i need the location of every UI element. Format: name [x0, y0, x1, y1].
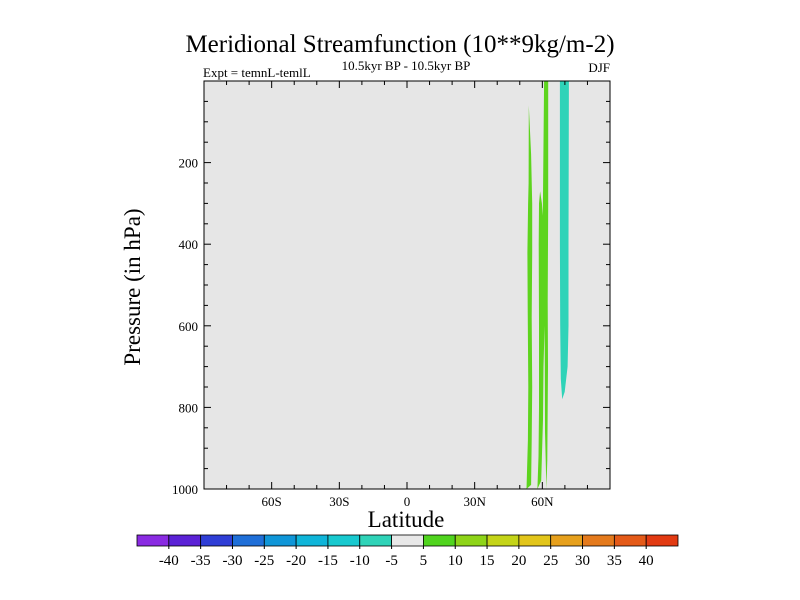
colorbar-swatch	[136, 534, 170, 547]
colorbar-label: -40	[159, 553, 179, 569]
colorbar-label: 40	[639, 553, 654, 569]
x-tick-label: 0	[404, 494, 411, 509]
colorbar-swatch	[391, 534, 424, 547]
colorbar-label: 35	[607, 553, 622, 569]
x-tick-label: 60N	[531, 494, 554, 509]
contour-regions	[526, 81, 569, 489]
colorbar-label: -30	[222, 553, 242, 569]
colorbar-label: -35	[191, 553, 211, 569]
colorbar-swatch	[327, 534, 361, 547]
colorbar-label: -25	[254, 553, 274, 569]
colorbar-swatch	[232, 534, 265, 547]
positive-band-2	[537, 81, 549, 489]
colorbar-label: 20	[511, 553, 526, 569]
colorbar-swatch	[645, 534, 679, 547]
colorbar-swatch	[613, 534, 647, 547]
season-label: DJF	[588, 60, 610, 75]
x-tick-label: 60S	[262, 494, 282, 509]
y-tick-label: 600	[179, 319, 199, 334]
colorbar-label: 5	[420, 553, 428, 569]
x-axis-label: Latitude	[368, 507, 445, 532]
time-period-label: 10.5kyr BP - 10.5kyr BP	[342, 58, 471, 73]
colorbar-label: 10	[448, 553, 463, 569]
colorbar-label: 25	[543, 553, 558, 569]
y-axis-label: Pressure (in hPa)	[120, 208, 145, 365]
colorbar-label: -10	[350, 553, 370, 569]
colorbar-label: -5	[385, 553, 398, 569]
colorbar-swatch	[295, 534, 329, 547]
colorbar-swatch	[168, 534, 202, 547]
colorbar: -40 -35 -30 -25 -20 -15 -10 -5 5 10 15 20 25 30 35 40	[136, 534, 679, 569]
colorbar-swatch	[518, 534, 552, 547]
y-tick-label: 200	[179, 156, 199, 171]
colorbar-swatch	[263, 534, 297, 547]
colorbar-label: 15	[480, 553, 495, 569]
colorbar-swatch	[423, 534, 456, 547]
colorbar-swatch	[359, 534, 392, 547]
axis-ticks: 60S 30S 0 30N 60N 200 400 600 800 1000	[172, 81, 610, 509]
colorbar-swatch	[550, 534, 583, 547]
y-tick-label: 400	[179, 237, 199, 252]
y-tick-label: 800	[179, 400, 199, 415]
y-tick-label: 1000	[172, 482, 198, 497]
positive-band-1	[526, 105, 533, 489]
positive-band-3	[559, 81, 569, 400]
plot-area	[204, 81, 610, 489]
experiment-label: Expt = temnL-temlL	[203, 65, 311, 80]
x-tick-label: 30N	[463, 494, 486, 509]
colorbar-swatch	[454, 534, 488, 547]
colorbar-label: -20	[286, 553, 306, 569]
colorbar-swatch	[582, 534, 615, 547]
colorbar-swatch	[486, 534, 520, 547]
x-tick-label: 30S	[329, 494, 349, 509]
colorbar-swatch	[200, 534, 233, 547]
chart-title: Meridional Streamfunction (10**9kg/m-2)	[185, 31, 614, 58]
colorbar-label: -15	[318, 553, 338, 569]
plot-frame	[203, 80, 611, 490]
colorbar-label: 30	[575, 553, 590, 569]
